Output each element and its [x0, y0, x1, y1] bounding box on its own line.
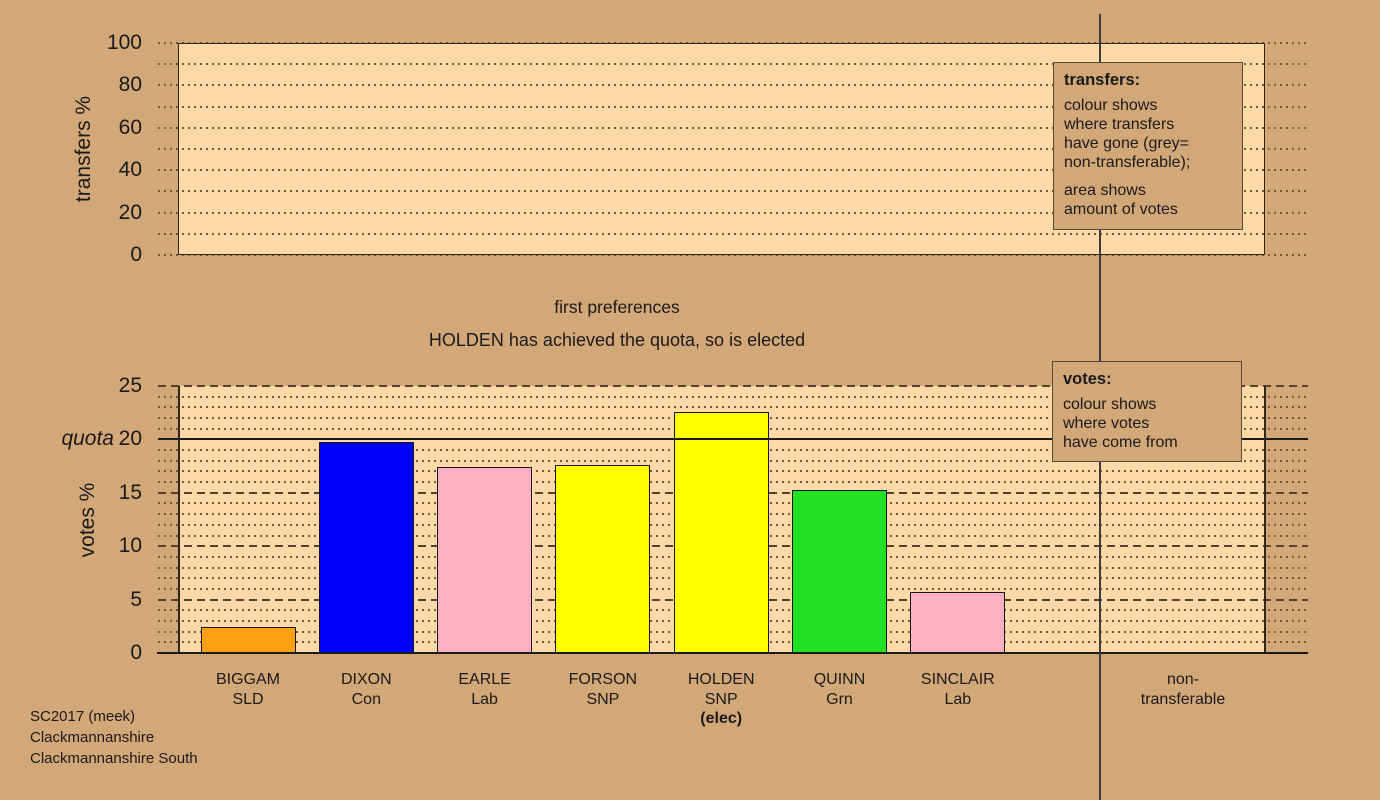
transfers-gridline — [158, 105, 1308, 108]
candidate-label-biggam: BIGGAM SLD — [173, 670, 323, 709]
transfers-gridline — [158, 84, 1308, 87]
footer-council: Clackmannanshire — [30, 729, 155, 746]
votes-axis-title: votes % — [76, 482, 99, 558]
footer-ward: Clackmannanshire South — [30, 750, 198, 767]
transfers-legend: transfers: colour shows where transfers … — [1053, 62, 1243, 230]
candidate-name: EARLE — [458, 671, 511, 688]
candidate-label-forson: FORSON SNP — [528, 670, 678, 709]
non-transferable-line: non- — [1166, 671, 1200, 688]
bar-biggam — [200, 627, 296, 653]
status-title: HOLDEN has achieved the quota, so is ele… — [428, 330, 806, 350]
candidate-name: SINCLAIR — [920, 671, 995, 688]
bar-sinclair — [910, 592, 1006, 653]
candidate-party: Lab — [944, 690, 972, 708]
transfers-gridline — [158, 211, 1308, 214]
votes-tick-label: 25 — [118, 374, 142, 397]
candidate-name: DIXON — [340, 671, 392, 688]
bar-earle — [437, 467, 533, 653]
candidate-label-holden: HOLDEN SNP (elec) — [646, 670, 796, 729]
candidate-name: BIGGAM — [215, 671, 280, 688]
candidate-party: SNP — [704, 690, 738, 708]
stage-title: first preferences — [554, 297, 680, 317]
transfers-tick-label: 40 — [118, 158, 142, 182]
candidate-party: Con — [351, 690, 381, 708]
transfers-tick-label: 0 — [130, 243, 142, 266]
votes-minor-gridline — [158, 406, 1308, 409]
candidate-party: SNP — [586, 690, 620, 708]
candidate-party: Grn — [826, 690, 853, 708]
votes-legend: votes: colour shows where votes have com… — [1052, 361, 1242, 462]
bar-dixon — [318, 441, 414, 653]
votes-minor-gridline — [158, 395, 1308, 398]
transfers-plot-frame — [178, 43, 1265, 255]
votes-legend-title: votes: — [1063, 370, 1112, 388]
transfers-gridline — [158, 232, 1308, 235]
candidate-name: QUINN — [813, 671, 866, 688]
candidate-party: Lab — [471, 690, 498, 708]
votes-tick-label: 15 — [118, 480, 142, 504]
votes-tick-label: 0 — [130, 641, 142, 664]
transfers-tick-label: 100 — [106, 31, 142, 54]
transfers-tick-label: 60 — [118, 115, 142, 139]
transfers-tick-label: 20 — [118, 200, 142, 224]
votes-tick-label: 10 — [118, 534, 142, 558]
transfers-axis-title: transfers % — [72, 95, 95, 203]
transfers-tick-label: 80 — [118, 73, 142, 97]
votes-tick-label: 5 — [130, 587, 142, 611]
bar-forson — [555, 465, 651, 653]
votes-major-gridline — [158, 385, 1308, 387]
candidate-label-sinclair: SINCLAIR Lab — [883, 670, 1033, 709]
votes-tick-label: 20 — [118, 427, 142, 451]
bar-holden — [673, 411, 769, 653]
transfers-gridline — [158, 169, 1308, 172]
candidate-label-dixon: DIXON Con — [291, 670, 441, 709]
candidate-label-earle: EARLE Lab — [410, 670, 560, 709]
quota-label: quota — [61, 427, 114, 450]
footer-election-id: SC2017 (meek) — [30, 708, 136, 725]
transfers-legend-title: transfers: — [1064, 71, 1141, 89]
candidate-label-quinn: QUINN Grn — [765, 670, 915, 709]
votes-plot-left-border — [178, 386, 180, 653]
transfers-gridline — [158, 126, 1308, 129]
transfers-gridline — [158, 190, 1308, 193]
non-transferable-label: non-transferable — [1108, 670, 1258, 709]
quota-line — [158, 438, 1308, 441]
bar-quinn — [792, 489, 887, 653]
candidate-name: HOLDEN — [687, 671, 755, 688]
candidate-note: (elec) — [700, 710, 743, 727]
transfers-gridline — [158, 63, 1308, 66]
transfers-gridline — [158, 254, 1308, 256]
candidate-name: FORSON — [568, 671, 638, 688]
candidate-party: SLD — [232, 690, 264, 708]
non-transferable-line: transferable — [1140, 690, 1226, 708]
transfers-gridline — [158, 148, 1308, 150]
votes-baseline — [157, 651, 1308, 654]
votes-plot-right-border — [1264, 386, 1266, 653]
